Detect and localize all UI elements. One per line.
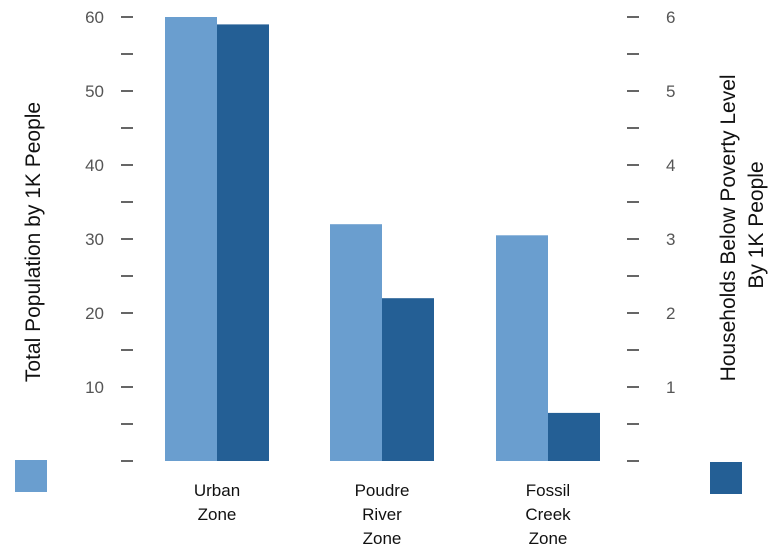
right-tick-label: 3 — [666, 230, 675, 249]
legend-swatch-population — [15, 460, 47, 492]
category-label-line: River — [362, 505, 402, 524]
category-label-line: Creek — [525, 505, 571, 524]
category-label: Urban Zone — [194, 481, 240, 524]
left-tick-label: 20 — [85, 304, 104, 323]
category-label: Fossil Creek Zone — [525, 481, 571, 548]
right-axis-title-line-1: Households Below Poverty Level — [717, 74, 740, 381]
left-tick-label: 10 — [85, 378, 104, 397]
left-tick-label: 30 — [85, 230, 104, 249]
right-tick-label: 5 — [666, 82, 675, 101]
bar-population — [165, 17, 217, 461]
left-axis: 10 20 30 40 50 60 — [85, 8, 133, 462]
right-axis-title-line-2: By 1K People — [745, 161, 768, 288]
right-axis: 1 2 3 4 5 6 — [627, 8, 675, 462]
bar-poverty — [382, 298, 434, 461]
left-tick-label: 50 — [85, 82, 104, 101]
category-label-line: Zone — [363, 529, 402, 548]
right-axis-title: Households Below Poverty Level By 1K Peo… — [717, 69, 768, 382]
category-label-line: Poudre — [355, 481, 410, 500]
category-labels: Urban Zone Poudre River Zone Fossil Creek Zone — [194, 481, 571, 548]
bar-population — [496, 235, 548, 461]
category-label-line: Fossil — [526, 481, 570, 500]
left-tick-label: 60 — [85, 8, 104, 27]
bars — [165, 17, 600, 462]
bar-population — [330, 224, 382, 461]
right-tick-label: 4 — [666, 156, 675, 175]
left-tick-label: 40 — [85, 156, 104, 175]
legend-swatch-poverty — [710, 462, 742, 494]
right-tick-label: 2 — [666, 304, 675, 323]
category-label-line: Zone — [529, 529, 568, 548]
bar-poverty — [548, 412, 600, 461]
bar-poverty — [217, 24, 269, 462]
category-label-line: Urban — [194, 481, 240, 500]
right-tick-label: 6 — [666, 8, 675, 27]
left-axis-title: Total Population by 1K People — [22, 102, 45, 382]
right-tick-label: 1 — [666, 378, 675, 397]
category-label: Poudre River Zone — [355, 481, 410, 548]
category-label-line: Zone — [198, 505, 237, 524]
